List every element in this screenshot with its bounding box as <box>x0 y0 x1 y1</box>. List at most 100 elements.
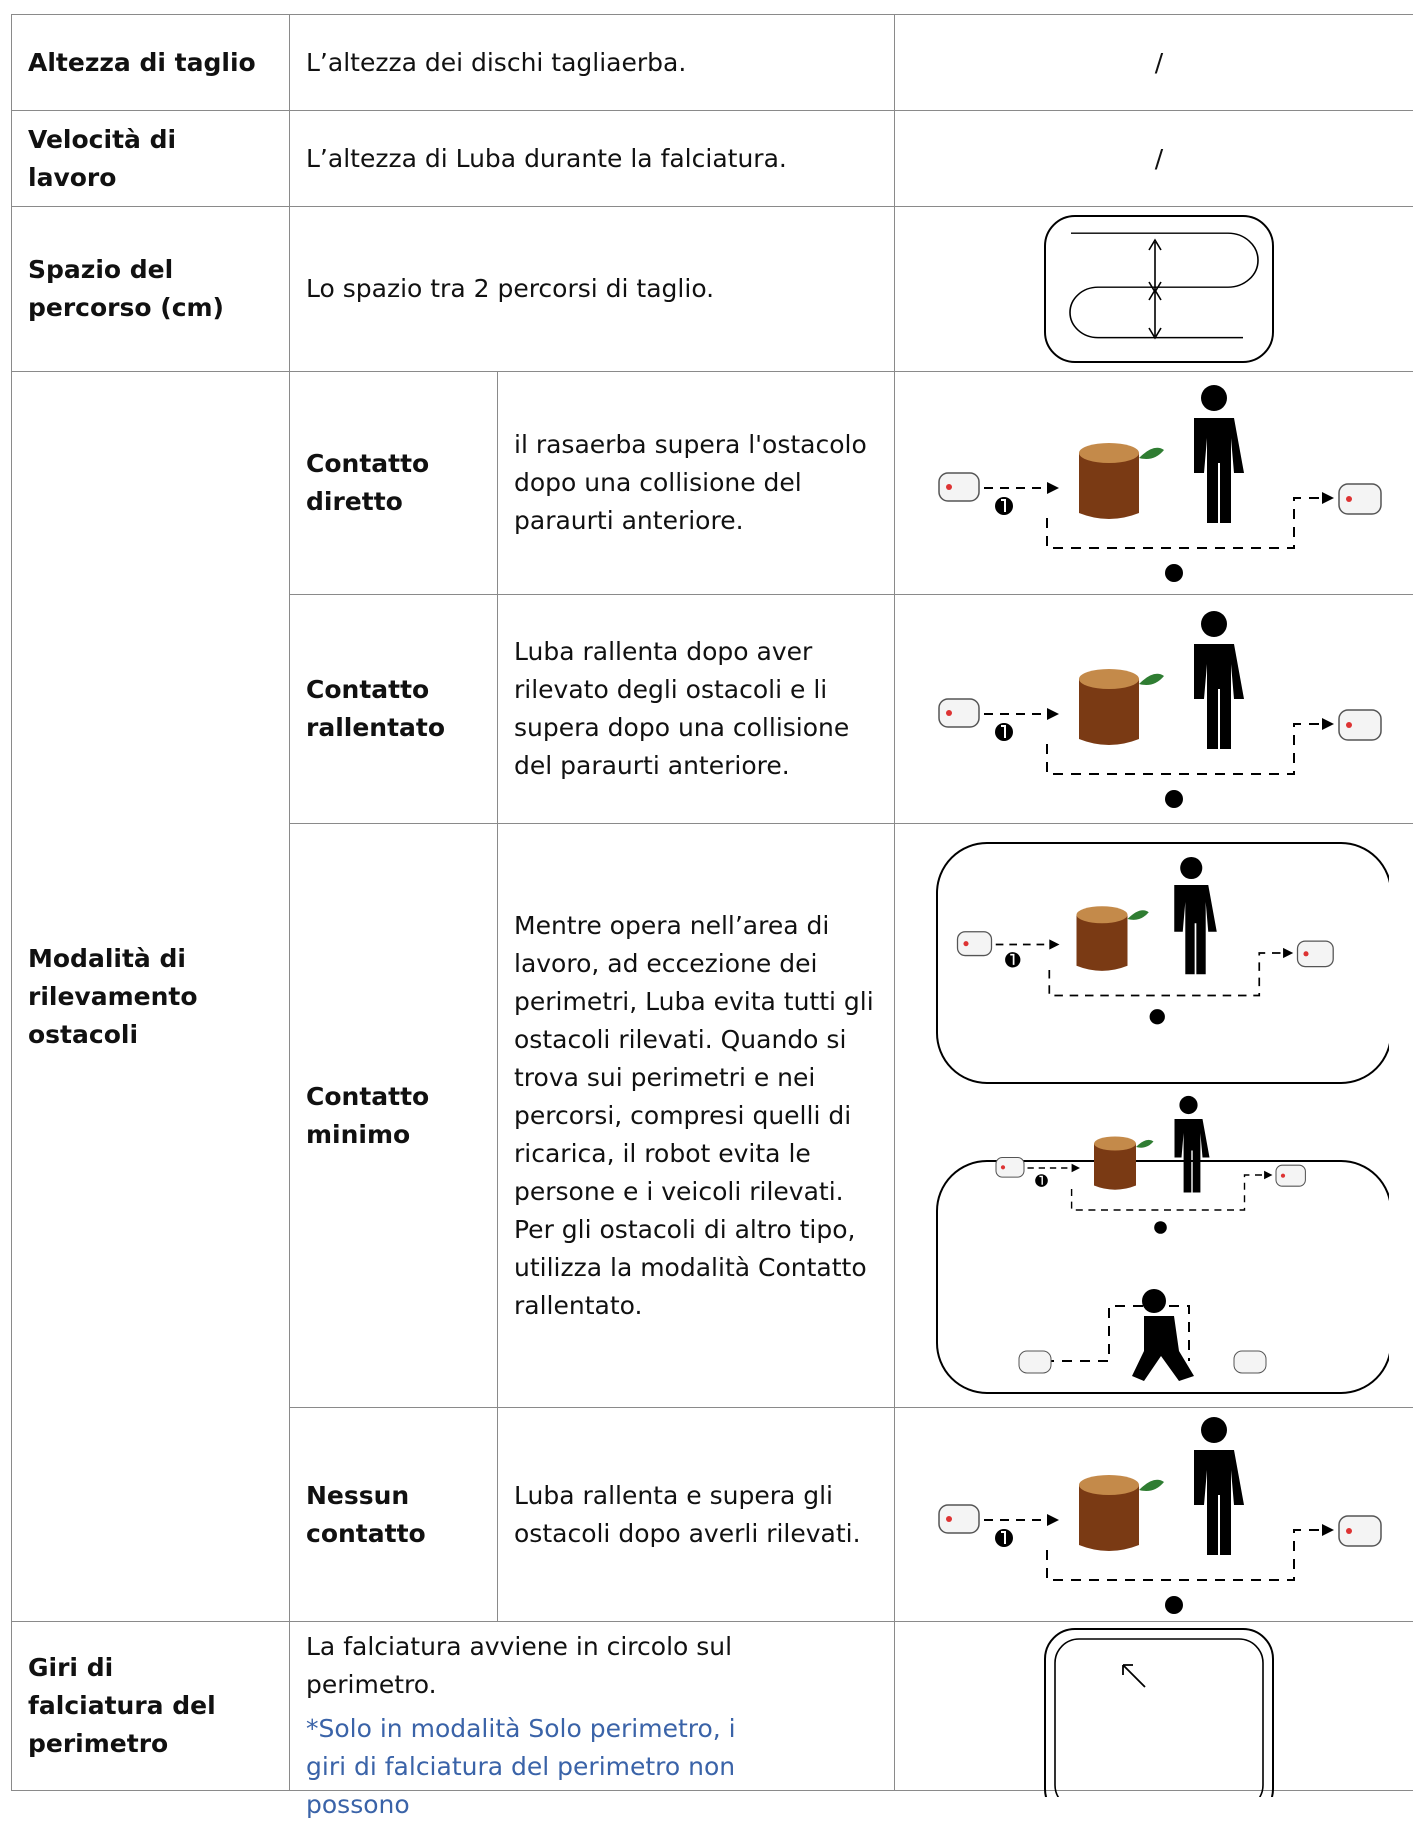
scene-shape <box>1079 1484 1139 1551</box>
row-note: *Solo in modalità Solo perimetro, i giri… <box>306 1714 736 1819</box>
obstacle-scene <box>938 611 1382 808</box>
scene-shape <box>1201 611 1227 637</box>
row-label: Giri di falciatura del perimetro <box>11 1621 290 1791</box>
scene-shape <box>1194 418 1244 523</box>
scene-shape <box>1296 939 1334 967</box>
scene-shape <box>1149 1008 1165 1024</box>
scene-shape <box>1322 1523 1334 1536</box>
mode-description: Luba rallenta dopo aver rilevato degli o… <box>497 594 895 824</box>
illustration-cell <box>894 1621 1413 1797</box>
row-label: Modalità di rilevamento ostacoli <box>11 371 290 1622</box>
scene-shape <box>1201 385 1227 411</box>
scene-shape <box>1346 1527 1352 1534</box>
mode-name: Nessun contatto <box>289 1407 498 1622</box>
path-spacing-diagram <box>1044 215 1274 363</box>
row-description: La falciatura avviene in circolo sul per… <box>306 1632 733 1699</box>
scene-shape <box>1076 905 1128 923</box>
mode-name: Contatto diretto <box>289 371 498 595</box>
scene-shape <box>1046 723 1324 775</box>
row-label: Altezza di taglio <box>11 14 290 111</box>
scene-shape <box>1127 909 1149 920</box>
row-description-cell: La falciatura avviene in circolo sul per… <box>289 1621 895 1819</box>
scene-shape <box>1139 1479 1164 1491</box>
scene-shape <box>1079 669 1139 689</box>
scene-shape <box>1070 1173 1266 1211</box>
scene-shape <box>1280 1173 1286 1178</box>
scene-shape <box>1046 497 1324 549</box>
illustration-cell <box>894 823 1413 1408</box>
scene-shape <box>946 484 952 490</box>
mode-description: il rasaerba supera l'ostacolo dopo una c… <box>497 371 895 595</box>
scene-shape <box>1000 1164 1006 1169</box>
row-illustration: / <box>894 110 1413 207</box>
obstacle-scene <box>938 1416 1382 1614</box>
scene-shape <box>1047 1513 1059 1526</box>
scene-shape <box>1201 1416 1227 1443</box>
row-description: Lo spazio tra 2 percorsi di taglio. <box>289 206 895 372</box>
scene-shape <box>1165 564 1183 582</box>
scene-shape <box>1048 951 1285 996</box>
mode-description: Luba rallenta e supera gli ostacoli dopo… <box>497 1407 895 1622</box>
scene-shape <box>1046 1528 1324 1581</box>
row-label: Spazio del percorso (cm) <box>11 206 290 372</box>
mode-description: Mentre opera nell’area di lavoro, ad ecc… <box>497 823 895 1408</box>
scene-shape <box>1174 1118 1210 1192</box>
scene-shape <box>1283 947 1294 958</box>
scene-shape <box>946 710 952 716</box>
mode-name: Contatto rallentato <box>289 594 498 824</box>
scene-shape <box>1136 1139 1154 1148</box>
row-illustration: / <box>894 14 1413 111</box>
scene-shape <box>1139 673 1164 685</box>
scene-shape <box>1165 790 1183 808</box>
row-description: L’altezza dei dischi tagliaerba. <box>289 14 895 111</box>
obstacle-scene <box>938 385 1382 582</box>
scene-shape <box>938 1503 980 1534</box>
scene-shape <box>1154 1220 1167 1234</box>
scene-shape <box>946 1515 952 1522</box>
scene-shape <box>1346 496 1352 502</box>
scene-shape <box>1001 725 1006 738</box>
scene-shape <box>1094 1136 1136 1150</box>
scene-shape <box>1180 856 1203 879</box>
scene-shape <box>1264 1170 1273 1179</box>
scene-shape <box>1071 1163 1080 1172</box>
scene-shape <box>1338 709 1382 741</box>
scene-shape <box>1001 1530 1006 1544</box>
scene-shape <box>1047 708 1059 720</box>
scene-shape <box>995 1156 1025 1178</box>
perimeter-diagram <box>1044 1628 1274 1797</box>
scene-shape <box>1079 1474 1139 1495</box>
illustration-cell <box>894 206 1413 372</box>
minimal-contact-diagram <box>936 841 1389 1394</box>
scene-shape <box>1322 718 1334 730</box>
scene-shape <box>1049 938 1060 950</box>
scene-shape <box>1079 679 1139 745</box>
scene-shape <box>963 940 969 946</box>
scene-shape <box>1047 482 1059 494</box>
scene-shape <box>1076 914 1128 971</box>
scene-shape <box>1303 950 1309 956</box>
scene-shape <box>1194 644 1244 749</box>
scene-shape <box>1346 722 1352 728</box>
scene-shape <box>1179 1095 1198 1114</box>
illustration-cell <box>894 371 1413 595</box>
scene-shape <box>1094 1143 1136 1190</box>
row-label: Velocità di lavoro <box>11 110 290 207</box>
scene-shape <box>1139 447 1164 459</box>
scene-shape <box>1322 492 1334 504</box>
scene-shape <box>1165 1595 1183 1614</box>
scene-shape <box>1338 1514 1382 1547</box>
scene-shape <box>938 472 980 502</box>
scene-shape <box>956 930 993 956</box>
scene-shape <box>1275 1164 1306 1187</box>
scene-shape <box>1079 453 1139 519</box>
mode-name: Contatto minimo <box>289 823 498 1408</box>
scene-shape <box>1338 483 1382 515</box>
illustration-cell <box>894 594 1413 824</box>
page: {"table": {"rows": [ {"label": "Altezza … <box>11 14 1413 1819</box>
scene-shape <box>1079 443 1139 463</box>
scene-shape <box>938 698 980 728</box>
illustration-cell <box>894 1407 1413 1622</box>
scene-shape <box>1194 1449 1244 1555</box>
scene-shape <box>1174 884 1217 974</box>
